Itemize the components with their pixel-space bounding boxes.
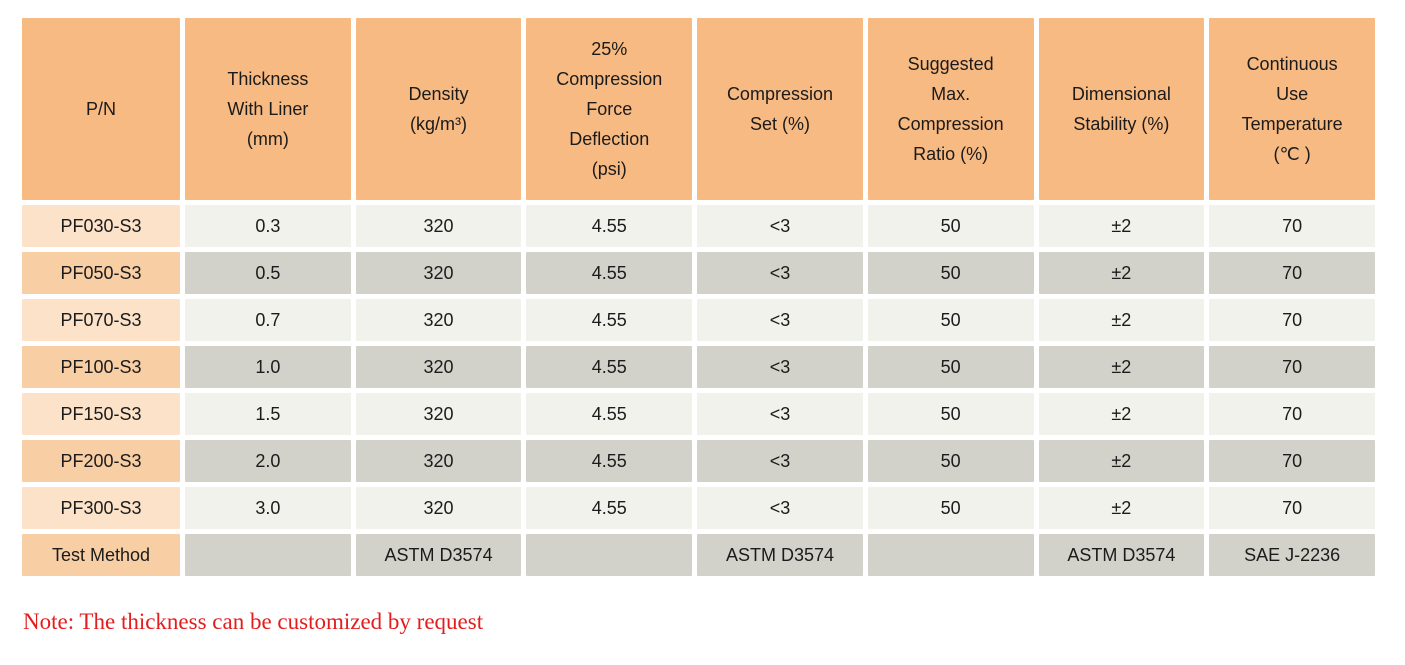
data-cell: SAE J-2236 [1209,534,1375,576]
data-cell: 70 [1209,346,1375,388]
data-cell: <3 [697,299,863,341]
data-cell: 70 [1209,252,1375,294]
data-cell [185,534,351,576]
data-cell: ASTM D3574 [1038,534,1205,576]
test-method-row: Test Method ASTM D3574 ASTM D3574 ASTM D… [22,534,1375,576]
data-cell: 70 [1209,205,1375,247]
data-cell: ±2 [1038,346,1205,388]
data-cell: 320 [355,440,522,482]
data-cell: 70 [1209,440,1375,482]
header-pn: P/N [22,18,180,200]
table-row: PF150-S3 1.5 320 4.55 <3 50 ±2 70 [22,393,1375,435]
data-cell: 50 [867,440,1034,482]
header-dimensional-stability: Dimensional Stability (%) [1038,18,1205,200]
table-row: PF030-S3 0.3 320 4.55 <3 50 ±2 70 [22,205,1375,247]
data-cell: 320 [355,299,522,341]
data-cell: ±2 [1038,299,1205,341]
data-cell: <3 [697,393,863,435]
data-cell: <3 [697,440,863,482]
data-cell: 70 [1209,487,1375,529]
header-density: Density (kg/m³) [355,18,522,200]
data-cell: ±2 [1038,252,1205,294]
table-row: PF200-S3 2.0 320 4.55 <3 50 ±2 70 [22,440,1375,482]
data-cell: 320 [355,346,522,388]
table-row: PF100-S3 1.0 320 4.55 <3 50 ±2 70 [22,346,1375,388]
data-cell: 4.55 [526,393,693,435]
header-max-compression-ratio: Suggested Max. Compression Ratio (%) [867,18,1034,200]
data-cell: 50 [867,393,1034,435]
table-row: PF050-S3 0.5 320 4.55 <3 50 ±2 70 [22,252,1375,294]
customization-note: Note: The thickness can be customized by… [23,609,484,634]
pn-cell: PF200-S3 [22,440,180,482]
data-cell: ±2 [1038,487,1205,529]
data-cell: 0.5 [185,252,351,294]
pn-cell: PF070-S3 [22,299,180,341]
data-cell: 50 [867,346,1034,388]
data-cell: 50 [867,487,1034,529]
data-cell: <3 [697,205,863,247]
data-cell: 50 [867,205,1034,247]
pn-cell: PF150-S3 [22,393,180,435]
data-cell: 320 [355,205,522,247]
pn-cell: Test Method [22,534,180,576]
data-cell: ±2 [1038,440,1205,482]
data-cell: 50 [867,252,1034,294]
pn-cell: PF100-S3 [22,346,180,388]
data-cell [867,534,1034,576]
data-cell: 4.55 [526,487,693,529]
header-compression-force-deflection: 25% Compression Force Deflection (psi) [526,18,693,200]
data-cell: 2.0 [185,440,351,482]
data-cell: 0.3 [185,205,351,247]
data-cell: 70 [1209,393,1375,435]
data-cell: ASTM D3574 [697,534,863,576]
pn-cell: PF300-S3 [22,487,180,529]
data-cell: 70 [1209,299,1375,341]
data-cell: ±2 [1038,205,1205,247]
data-cell: 320 [355,487,522,529]
data-cell: 50 [867,299,1034,341]
data-cell: <3 [697,252,863,294]
data-cell: 320 [355,252,522,294]
data-cell: 4.55 [526,346,693,388]
data-cell: 3.0 [185,487,351,529]
header-row: P/N Thickness With Liner (mm) Density (k… [22,18,1375,200]
data-cell: 320 [355,393,522,435]
spec-table: P/N Thickness With Liner (mm) Density (k… [17,13,1380,581]
table-row: PF070-S3 0.7 320 4.55 <3 50 ±2 70 [22,299,1375,341]
data-cell: <3 [697,346,863,388]
table-row: PF300-S3 3.0 320 4.55 <3 50 ±2 70 [22,487,1375,529]
data-cell: 4.55 [526,440,693,482]
data-cell: <3 [697,487,863,529]
header-continuous-use-temperature: Continuous Use Temperature (℃ ) [1209,18,1375,200]
header-thickness: Thickness With Liner (mm) [185,18,351,200]
data-cell [526,534,693,576]
pn-cell: PF030-S3 [22,205,180,247]
data-cell: 1.5 [185,393,351,435]
spec-table-body: PF030-S3 0.3 320 4.55 <3 50 ±2 70 PF050-… [22,205,1375,576]
data-cell: 4.55 [526,299,693,341]
data-cell: 4.55 [526,205,693,247]
data-cell: 0.7 [185,299,351,341]
spec-table-header: P/N Thickness With Liner (mm) Density (k… [22,18,1375,200]
data-cell: ASTM D3574 [355,534,522,576]
data-cell: 4.55 [526,252,693,294]
pn-cell: PF050-S3 [22,252,180,294]
header-compression-set: Compression Set (%) [697,18,863,200]
data-cell: 1.0 [185,346,351,388]
data-cell: ±2 [1038,393,1205,435]
